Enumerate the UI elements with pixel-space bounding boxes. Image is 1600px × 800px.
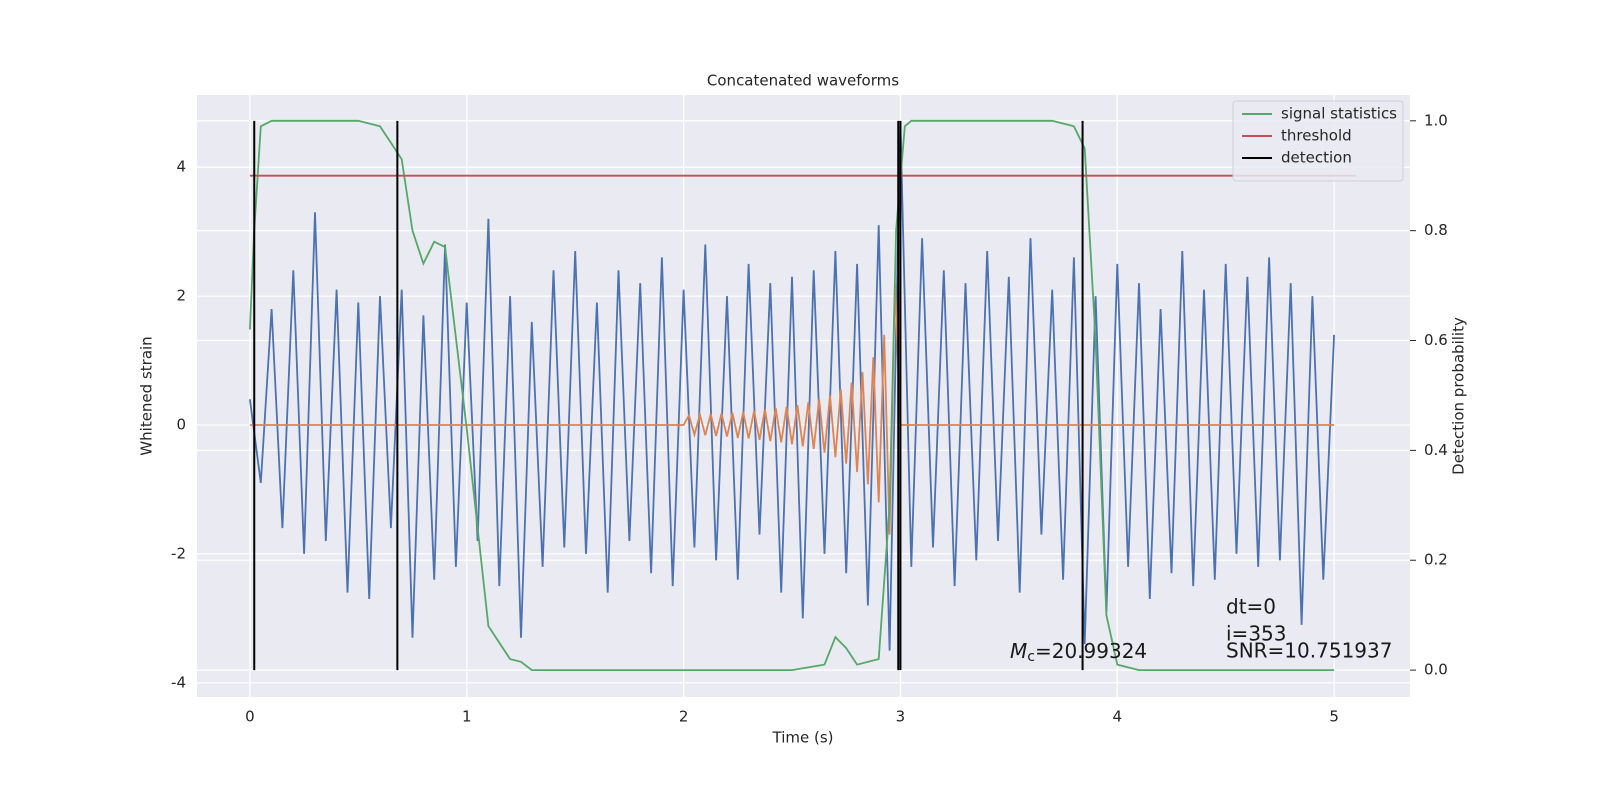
x-tick-label: 1 — [462, 708, 472, 726]
dt-annotation: dt=0 — [1226, 595, 1276, 619]
y2-tick-label: 0.4 — [1424, 441, 1448, 459]
legend-label: signal statistics — [1281, 105, 1397, 123]
y-tick-label: -2 — [171, 544, 186, 562]
mc-symbol: M — [1010, 639, 1027, 663]
series-line — [249, 119, 1335, 671]
y-tick-label: 4 — [176, 158, 186, 176]
i-annotation: i=353 — [1226, 622, 1287, 646]
y-tick-label: -4 — [171, 673, 186, 691]
mc-annotation: Mc=20.99324 — [1010, 639, 1147, 666]
mc-text: =20.99324 — [1035, 639, 1147, 663]
series-line — [249, 122, 1335, 651]
y2-tick-label: 0.6 — [1424, 331, 1448, 349]
y2-tick-label: 0.2 — [1424, 551, 1448, 569]
y2-tick-label: 0.8 — [1424, 221, 1448, 239]
chart-title: Concatenated waveforms — [707, 72, 899, 90]
mc-subscript: c — [1027, 649, 1035, 665]
y2-tick-label: 0.0 — [1424, 661, 1448, 679]
x-tick-label: 5 — [1329, 708, 1339, 726]
series-line — [249, 283, 1335, 535]
y2-axis-label: Detection probability — [1450, 317, 1468, 475]
legend-label: threshold — [1281, 127, 1352, 145]
x-tick-label: 3 — [896, 708, 906, 726]
y-tick-label: 0 — [176, 416, 186, 434]
x-tick-label: 2 — [679, 708, 689, 726]
x-tick-label: 4 — [1112, 708, 1122, 726]
legend-label: detection — [1281, 149, 1352, 167]
y-axis-label: Whitened strain — [138, 336, 156, 455]
x-axis-label: Time (s) — [772, 729, 834, 747]
x-tick-label: 0 — [245, 708, 255, 726]
y-tick-label: 2 — [176, 287, 186, 305]
snr-annotation: SNR=10.751937 — [1226, 639, 1392, 663]
y2-tick-label: 1.0 — [1424, 111, 1448, 129]
legend-box — [1232, 100, 1404, 182]
